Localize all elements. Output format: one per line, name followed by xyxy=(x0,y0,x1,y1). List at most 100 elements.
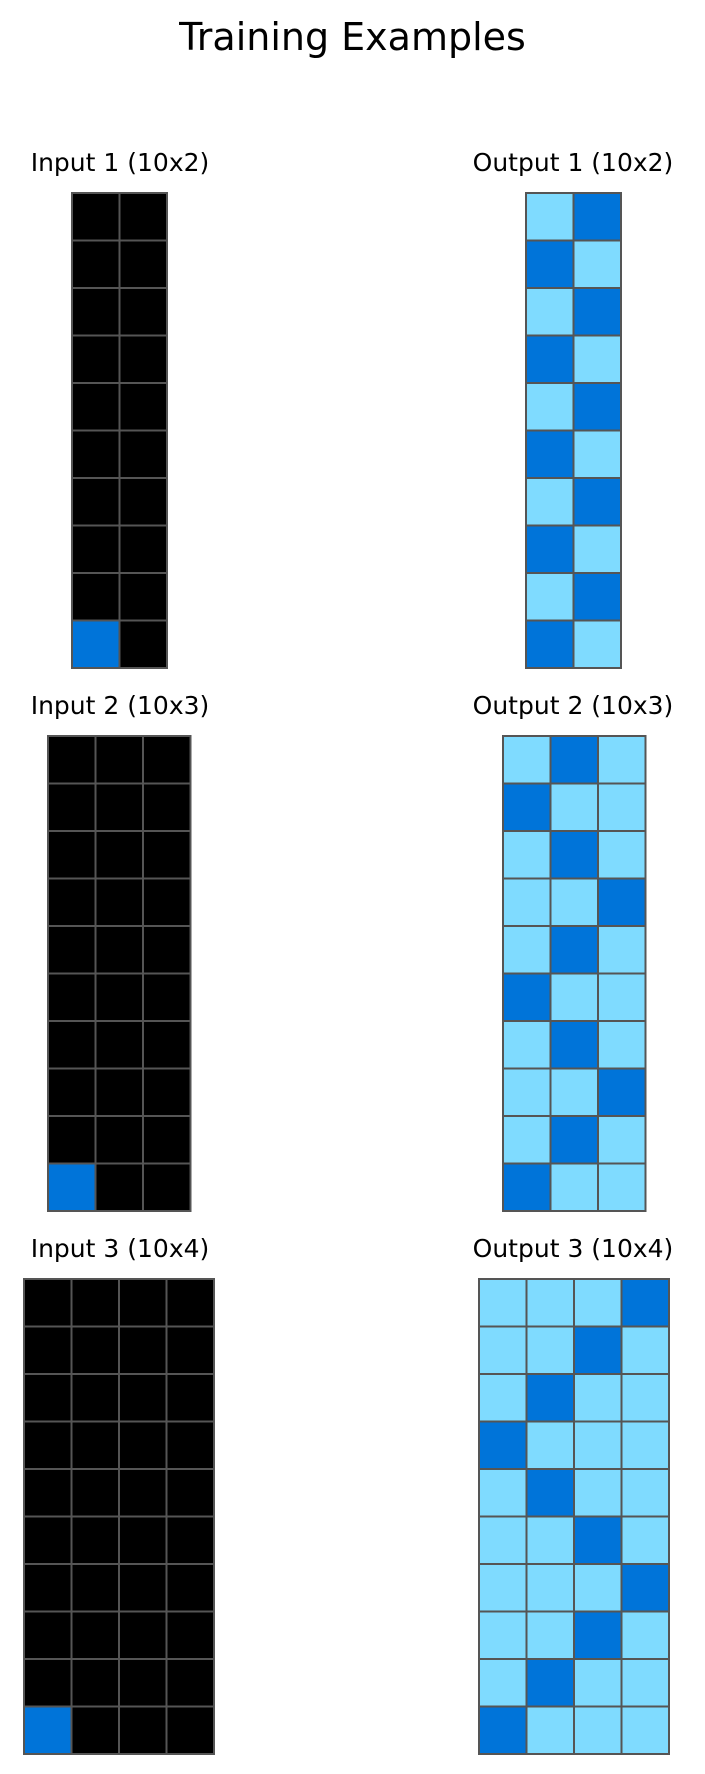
output-3-cell-r8-c3 xyxy=(620,1658,670,1708)
output-2-cell-r9-c1 xyxy=(549,1162,599,1212)
output-1-cell-r2-c0 xyxy=(525,287,575,337)
input-3-cell-r8-c2 xyxy=(118,1658,168,1708)
input-3-cell-r3-c2 xyxy=(118,1420,168,1470)
input-2-cell-r7-c2 xyxy=(142,1067,192,1117)
output-3-cell-r8-c2 xyxy=(573,1658,623,1708)
output-2-cell-r6-c2 xyxy=(597,1020,647,1070)
input-2-cell-r0-c0 xyxy=(47,735,97,785)
output-3-cell-r8-c0 xyxy=(478,1658,528,1708)
input-3-cell-r1-c3 xyxy=(165,1325,215,1375)
input-3-cell-r2-c3 xyxy=(165,1373,215,1423)
input-2-cell-r9-c0 xyxy=(47,1162,97,1212)
figure-title: Training Examples xyxy=(179,15,526,59)
output-1-cell-r3-c1 xyxy=(572,334,622,384)
output-2-cell-r5-c2 xyxy=(597,972,647,1022)
input-3-cell-r8-c1 xyxy=(70,1658,120,1708)
input-1-cell-r7-c1 xyxy=(118,524,168,574)
input-2-cell-r0-c1 xyxy=(94,735,144,785)
input-3-cell-r4-c2 xyxy=(118,1468,168,1518)
input-1-cell-r9-c0 xyxy=(71,619,121,669)
input-3-cell-r8-c0 xyxy=(23,1658,73,1708)
input-3-cell-r9-c0 xyxy=(23,1705,73,1755)
input-3-cell-r5-c1 xyxy=(70,1515,120,1565)
input-2-cell-r5-c2 xyxy=(142,972,192,1022)
input-1-cell-r6-c0 xyxy=(71,477,121,527)
output-1-cell-r2-c1 xyxy=(572,287,622,337)
output-1-cell-r4-c1 xyxy=(572,382,622,432)
output-2-cell-r7-c2 xyxy=(597,1067,647,1117)
output-2-cell-r2-c0 xyxy=(502,830,552,880)
output-3-cell-r5-c0 xyxy=(478,1515,528,1565)
input-3-cell-r8-c3 xyxy=(165,1658,215,1708)
input-1-cell-r8-c1 xyxy=(118,572,168,622)
input-3-cell-r0-c3 xyxy=(165,1278,215,1328)
output-3-cell-r7-c0 xyxy=(478,1610,528,1660)
input-2-cell-r1-c2 xyxy=(142,782,192,832)
input-3-cell-r5-c2 xyxy=(118,1515,168,1565)
input-3-cell-r9-c1 xyxy=(70,1705,120,1755)
input-2-cell-r1-c1 xyxy=(94,782,144,832)
output-3-cell-r0-c1 xyxy=(525,1278,575,1328)
output-2-cell-r6-c0 xyxy=(502,1020,552,1070)
input-2-cell-r3-c1 xyxy=(94,877,144,927)
output-2-cell-r3-c1 xyxy=(549,877,599,927)
input-3-cell-r7-c1 xyxy=(70,1610,120,1660)
output-3-cell-r0-c2 xyxy=(573,1278,623,1328)
output-1-cell-r7-c1 xyxy=(572,524,622,574)
input-2-grid xyxy=(47,735,192,1212)
input-1-cell-r0-c1 xyxy=(118,192,168,242)
output-3-cell-r1-c1 xyxy=(525,1325,575,1375)
output-1-grid xyxy=(525,192,622,669)
output-1-cell-r0-c0 xyxy=(525,192,575,242)
input-2-cell-r2-c1 xyxy=(94,830,144,880)
output-1-cell-r5-c1 xyxy=(572,429,622,479)
input-1-cell-r6-c1 xyxy=(118,477,168,527)
input-2-cell-r4-c1 xyxy=(94,925,144,975)
output-3-cell-r5-c3 xyxy=(620,1515,670,1565)
output-2-cell-r3-c2 xyxy=(597,877,647,927)
output-3-cell-r3-c0 xyxy=(478,1420,528,1470)
output-1-cell-r8-c1 xyxy=(572,572,622,622)
output-2-cell-r1-c2 xyxy=(597,782,647,832)
output-3-cell-r0-c0 xyxy=(478,1278,528,1328)
input-1-cell-r3-c0 xyxy=(71,334,121,384)
output-2-cell-r0-c1 xyxy=(549,735,599,785)
output-2-cell-r9-c2 xyxy=(597,1162,647,1212)
input-3-cell-r9-c3 xyxy=(165,1705,215,1755)
output-3-cell-r5-c1 xyxy=(525,1515,575,1565)
output-3-cell-r0-c3 xyxy=(620,1278,670,1328)
input-3-cell-r6-c2 xyxy=(118,1563,168,1613)
input-1-cell-r5-c1 xyxy=(118,429,168,479)
output-3-cell-r6-c1 xyxy=(525,1563,575,1613)
output-2-cell-r8-c2 xyxy=(597,1115,647,1165)
output-3-cell-r4-c3 xyxy=(620,1468,670,1518)
output-3-cell-r4-c1 xyxy=(525,1468,575,1518)
input-3-cell-r4-c1 xyxy=(70,1468,120,1518)
input-1-cell-r4-c0 xyxy=(71,382,121,432)
output-3-cell-r8-c1 xyxy=(525,1658,575,1708)
output-2-cell-r5-c1 xyxy=(549,972,599,1022)
output-1-cell-r9-c1 xyxy=(572,619,622,669)
output-3-cell-r2-c2 xyxy=(573,1373,623,1423)
output-2-cell-r0-c0 xyxy=(502,735,552,785)
input-2-cell-r1-c0 xyxy=(47,782,97,832)
input-1-label: Input 1 (10x2) xyxy=(30,148,210,177)
output-1-cell-r1-c1 xyxy=(572,239,622,289)
input-3-cell-r7-c0 xyxy=(23,1610,73,1660)
input-3-cell-r1-c1 xyxy=(70,1325,120,1375)
input-2-cell-r7-c0 xyxy=(47,1067,97,1117)
input-2-cell-r9-c1 xyxy=(94,1162,144,1212)
output-2-cell-r7-c0 xyxy=(502,1067,552,1117)
input-1-cell-r3-c1 xyxy=(118,334,168,384)
input-3-label: Input 3 (10x4) xyxy=(30,1234,210,1263)
output-1-cell-r0-c1 xyxy=(572,192,622,242)
input-3-cell-r5-c0 xyxy=(23,1515,73,1565)
output-1-cell-r5-c0 xyxy=(525,429,575,479)
input-3-cell-r7-c3 xyxy=(165,1610,215,1660)
input-3-cell-r2-c1 xyxy=(70,1373,120,1423)
output-1-cell-r9-c0 xyxy=(525,619,575,669)
input-3-cell-r2-c0 xyxy=(23,1373,73,1423)
output-1-cell-r1-c0 xyxy=(525,239,575,289)
input-3-cell-r0-c2 xyxy=(118,1278,168,1328)
output-2-cell-r1-c0 xyxy=(502,782,552,832)
